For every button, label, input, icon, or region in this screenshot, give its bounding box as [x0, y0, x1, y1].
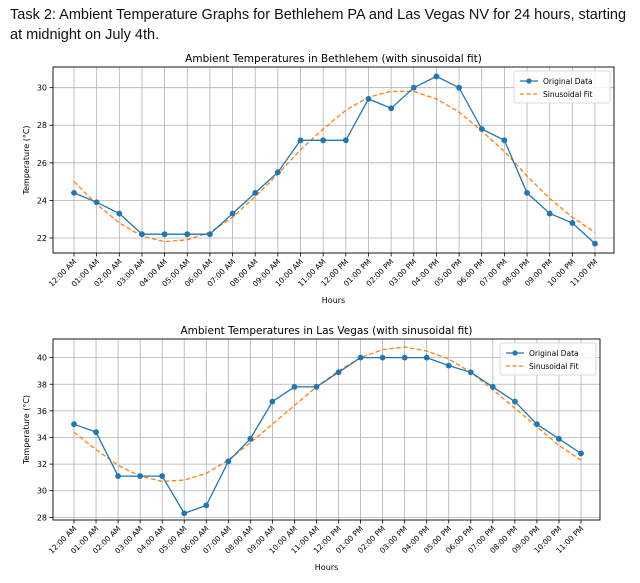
original-data-point	[93, 199, 100, 206]
original-data-point	[247, 435, 254, 442]
original-data-point	[229, 210, 236, 217]
y-tick-label: 28	[37, 121, 47, 130]
x-axis-label: Hours	[322, 296, 345, 305]
y-tick-label: 26	[37, 159, 47, 168]
plot-frame	[52, 338, 601, 521]
original-data-point	[184, 231, 191, 238]
y-tick-label: 34	[37, 433, 47, 442]
original-data-point	[71, 421, 77, 428]
original-data-point	[320, 137, 327, 144]
original-data-point	[534, 421, 540, 428]
original-data-point	[357, 354, 364, 361]
legend-original-marker	[526, 78, 532, 84]
original-data-point	[139, 231, 145, 238]
legend-box	[499, 342, 597, 376]
legend-original-label: Original Data	[543, 77, 593, 86]
plot-frame	[52, 66, 615, 254]
y-axis-label: Temperature (°C)	[22, 395, 31, 465]
original-data-point	[578, 450, 584, 457]
original-data-point	[252, 189, 259, 196]
legend-original-marker	[512, 350, 518, 356]
sinusoidal-fit-line	[73, 90, 596, 243]
original-data-point	[116, 210, 123, 217]
original-data-point	[335, 369, 342, 376]
original-data-point	[71, 189, 77, 196]
y-tick-label: 22	[37, 234, 47, 243]
original-data-point	[467, 369, 474, 376]
original-data-point	[274, 169, 281, 176]
original-data-point	[569, 220, 576, 226]
original-data-point	[115, 473, 121, 479]
bethlehem-chart: Ambient Temperatures in Bethlehem (with …	[22, 53, 615, 305]
legend-box	[513, 70, 611, 104]
original-data-point	[137, 473, 144, 479]
original-data-point	[388, 105, 395, 112]
original-data-point	[93, 429, 99, 436]
original-data-point	[401, 354, 408, 361]
original-data-point	[524, 189, 530, 196]
y-axis-label: Temperature (°C)	[22, 125, 31, 195]
y-tick-label: 28	[37, 513, 47, 522]
y-tick-label: 30	[37, 487, 47, 496]
y-tick-label: 32	[37, 460, 47, 469]
original-data-point	[297, 137, 304, 144]
original-data-point	[225, 458, 232, 465]
original-data-point	[456, 84, 462, 91]
original-data-point	[203, 502, 210, 509]
chart-title: Ambient Temperatures in Las Vegas (with …	[180, 325, 472, 337]
y-tick-label: 40	[37, 354, 47, 363]
original-data-point	[410, 84, 417, 91]
original-data-line	[73, 75, 596, 245]
y-tick-label: 38	[37, 380, 47, 389]
original-data-point	[313, 384, 320, 390]
original-data-point	[423, 354, 430, 361]
original-data-point	[269, 398, 276, 405]
original-data-point	[159, 473, 166, 479]
original-data-point	[478, 126, 485, 132]
original-data-point	[365, 96, 372, 102]
y-tick-label: 36	[37, 407, 47, 416]
original-data-point	[181, 510, 188, 517]
original-data-line	[73, 356, 582, 515]
original-data-point	[501, 137, 508, 144]
x-axis-label: Hours	[315, 563, 338, 572]
original-data-point	[291, 384, 298, 390]
legend-fit-label: Sinusoidal Fit	[543, 90, 593, 99]
y-tick-label: 24	[37, 196, 47, 205]
legend-original-label: Original Data	[529, 349, 579, 358]
original-data-point	[342, 137, 349, 144]
original-data-point	[556, 435, 562, 442]
original-data-point	[445, 362, 452, 369]
original-data-point	[592, 240, 598, 247]
original-data-point	[207, 231, 213, 238]
chart-title: Ambient Temperatures in Bethlehem (with …	[185, 53, 482, 65]
las-vegas-chart: Ambient Temperatures in Las Vegas (with …	[22, 325, 601, 572]
original-data-point	[489, 384, 496, 390]
original-data-point	[511, 398, 518, 405]
original-data-point	[433, 73, 440, 80]
legend-fit-label: Sinusoidal Fit	[529, 362, 579, 371]
original-data-point	[546, 210, 553, 217]
original-data-point	[379, 354, 386, 361]
original-data-point	[161, 231, 168, 238]
task-title: Task 2: Ambient Temperature Graphs for B…	[10, 7, 627, 43]
y-tick-label: 30	[37, 84, 47, 93]
